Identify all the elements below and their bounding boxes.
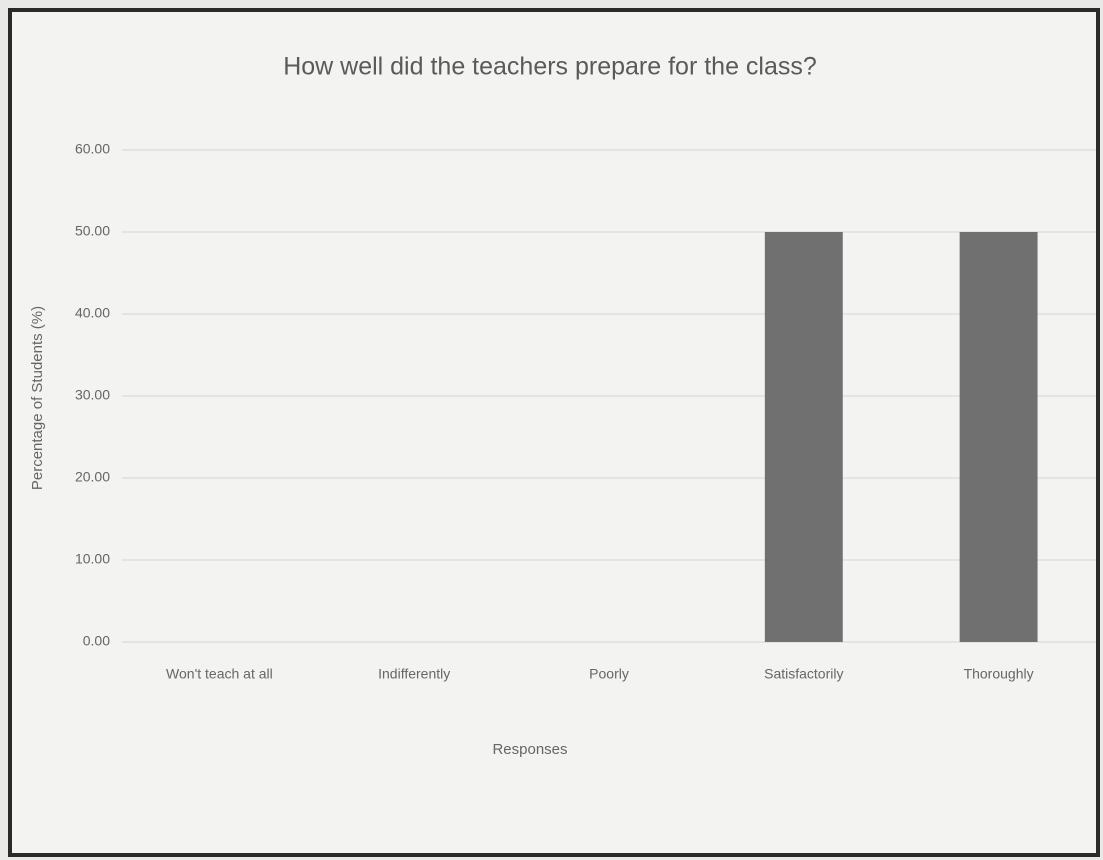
x-tick-label: Poorly [589,666,629,682]
x-tick-label: Indifferently [378,666,450,682]
bar [764,232,843,642]
x-tick-label: Satisfactorily [764,666,843,682]
x-tick-label: Won't teach at all [166,666,273,682]
y-tick-label: 50.00 [75,223,110,239]
y-tick-label: 40.00 [75,305,110,321]
chart-frame [8,8,1100,857]
y-tick-label: 60.00 [75,141,110,157]
bar [959,232,1038,642]
chart-title: How well did the teachers prepare for th… [283,53,817,81]
y-tick-label: 30.00 [75,387,110,403]
y-tick-label: 0.00 [83,633,110,649]
y-tick-label: 10.00 [75,551,110,567]
y-tick-label: 20.00 [75,469,110,485]
y-axis-label: Percentage of Students (%) [29,306,46,490]
x-axis-label: Responses [492,741,567,758]
x-tick-label: Thoroughly [964,666,1034,682]
